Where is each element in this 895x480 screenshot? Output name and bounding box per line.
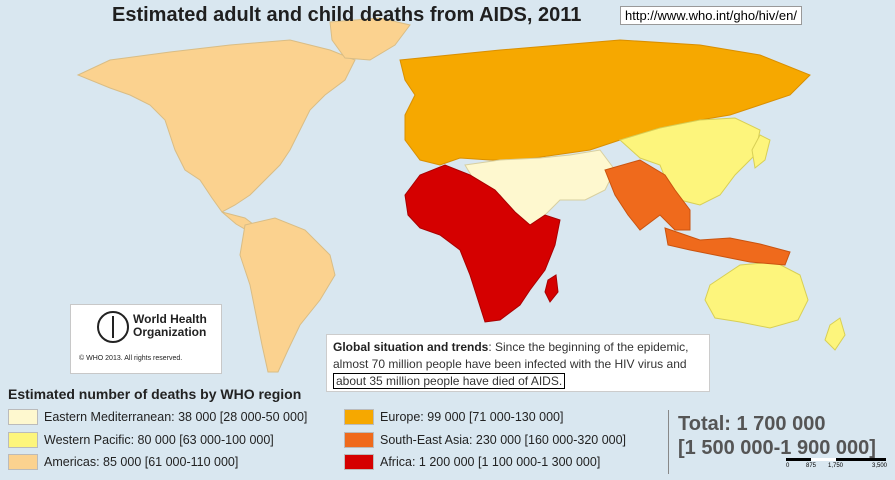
scale-bar: 0 875 1,750 3,500 [786,458,890,476]
region-americas-south [239,217,336,373]
global-heading: Global situation and trends [333,340,489,354]
legend-item-europe: Europe: 99 000 [71 000-130 000] [344,407,563,427]
region-australia [704,261,809,329]
who-name-line2: Organization [133,325,207,339]
region-western-pacific [619,117,761,206]
legend-label: Africa: 1 200 000 [1 100 000-1 300 000] [380,455,601,469]
legend-label: Eastern Mediterranean: 38 000 [28 000-50… [44,410,308,424]
region-japan [751,134,771,169]
total-value: Total: 1 700 000 [678,413,826,435]
legend-label: South-East Asia: 230 000 [160 000-320 00… [380,433,627,447]
scale-bar-line [786,458,886,461]
legend-swatch [8,432,38,448]
who-emblem-icon [97,311,129,343]
legend-label: Western Pacific: 80 000 [63 000-100 000] [44,433,274,447]
region-greenland [329,17,411,61]
legend-swatch [344,409,374,425]
region-indonesia [664,227,791,266]
who-copyright: © WHO 2013. All rights reserved. [79,355,183,362]
scale-label: 875 [806,463,817,469]
scale-bar-segment [811,458,836,461]
legend-swatch [344,432,374,448]
scale-label: 3,500 [872,463,888,469]
who-logo: World Health Organization © WHO 2013. Al… [70,304,222,374]
region-africa [404,164,561,323]
legend-item-africa: Africa: 1 200 000 [1 100 000-1 300 000] [344,452,600,472]
map-title: Estimated adult and child deaths from AI… [112,4,582,26]
who-name: World Health Organization [133,313,207,339]
legend-title: Estimated number of deaths by WHO region [8,386,302,402]
legend-item-western-pacific: Western Pacific: 80 000 [63 000-100 000] [8,430,274,450]
global-highlight: about 35 million people have died of AID… [333,373,566,389]
legend-label: Americas: 85 000 [61 000-110 000] [44,455,239,469]
total-range: [1 500 000-1 900 000] [678,437,876,459]
legend-swatch [8,454,38,470]
global-situation-box: Global situation and trends: Since the b… [326,334,710,392]
scale-label: 0 [786,463,790,469]
source-url-link[interactable]: http://www.who.int/gho/hiv/en/ [620,6,802,25]
legend-swatch [344,454,374,470]
region-americas-north [76,39,356,213]
scale-label: 1,750 [828,463,844,469]
region-madagascar [544,274,559,303]
region-south-east-asia [604,159,691,231]
who-name-line1: World Health [133,312,207,326]
legend-swatch [8,409,38,425]
global-text: : Since the beginning of the epidemic, a… [333,340,689,371]
legend-item-south-east-asia: South-East Asia: 230 000 [160 000-320 00… [344,430,626,450]
legend-item-americas: Americas: 85 000 [61 000-110 000] [8,452,238,472]
total-deaths: Total: 1 700 000 [1 500 000-1 900 000] [678,412,876,460]
legend-divider [668,410,669,474]
legend-item-eastern-mediterranean: Eastern Mediterranean: 38 000 [28 000-50… [8,407,307,427]
legend-label: Europe: 99 000 [71 000-130 000] [380,410,564,424]
region-new-zealand [824,317,846,351]
